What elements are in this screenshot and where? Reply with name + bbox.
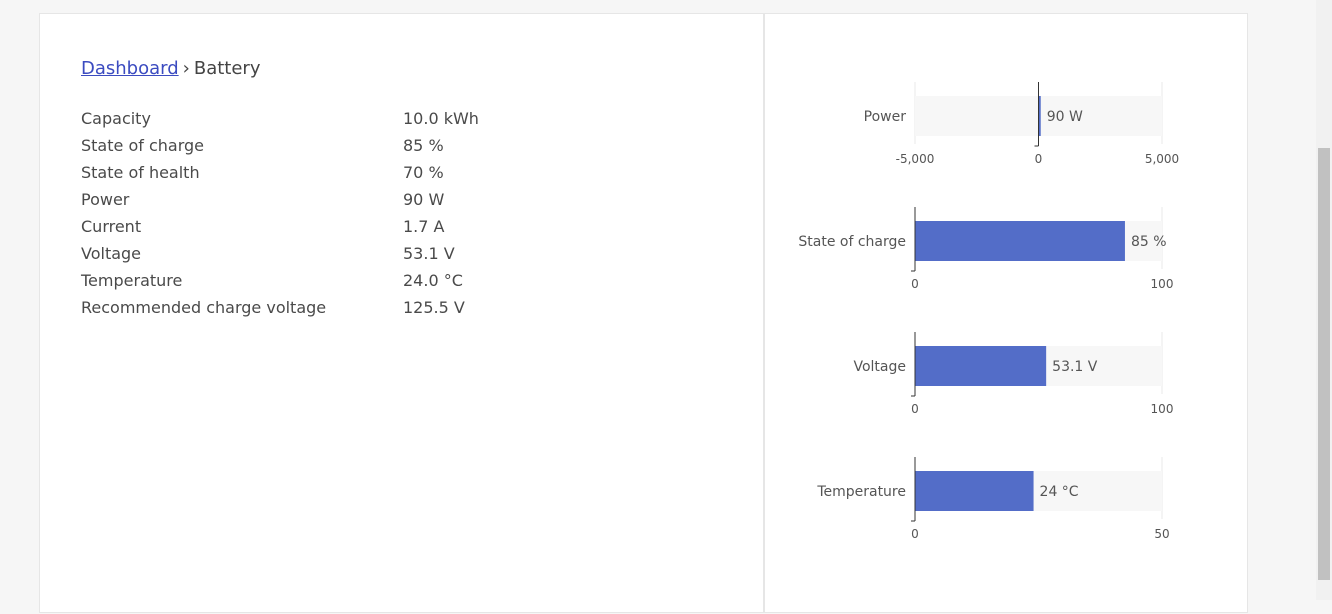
property-value: 70 %	[403, 163, 444, 182]
property-value: 24.0 °C	[403, 271, 463, 290]
bar-power	[1038, 96, 1041, 136]
property-value: 10.0 kWh	[403, 109, 479, 128]
property-row: Capacity 10.0 kWh	[81, 107, 721, 134]
charts-panel: Power 90 W -5,000 0 5,000 State of charge 85 %…	[764, 13, 1248, 613]
breadcrumb-dashboard-link[interactable]: Dashboard	[81, 58, 179, 79]
property-row: Temperature 24.0 °C	[81, 269, 721, 296]
property-label: Recommended charge voltage	[81, 298, 327, 317]
property-row: Current 1.7 A	[81, 215, 721, 242]
tick-label: 0	[1035, 152, 1043, 166]
tick-label: 100	[1151, 402, 1174, 416]
tick-label: 100	[1151, 277, 1174, 291]
property-row: State of health 70 %	[81, 161, 721, 188]
property-label: State of health	[81, 163, 200, 182]
bar-temperature	[915, 471, 1034, 511]
property-row: State of charge 85 %	[81, 134, 721, 161]
value-label: 53.1 V	[1052, 359, 1098, 375]
page-scrollbar[interactable]	[1316, 0, 1332, 600]
property-row: Power 90 W	[81, 188, 721, 215]
value-label: 85 %	[1131, 234, 1167, 250]
bar-state-of-charge	[915, 221, 1125, 261]
property-value: 90 W	[403, 190, 445, 209]
tick-label: -5,000	[896, 152, 935, 166]
breadcrumb-current: Battery	[193, 58, 261, 79]
property-row: Recommended charge voltage 125.5 V	[81, 296, 721, 323]
property-value: 53.1 V	[403, 244, 455, 263]
tick-label: 5,000	[1145, 152, 1179, 166]
property-label: Temperature	[81, 271, 183, 290]
property-value: 85 %	[403, 136, 444, 155]
property-value: 125.5 V	[403, 298, 465, 317]
value-label: 90 W	[1047, 109, 1083, 125]
value-label: 24 °C	[1040, 484, 1079, 500]
tick-label: 50	[1154, 527, 1169, 541]
property-label: Capacity	[81, 109, 151, 128]
property-value: 1.7 A	[403, 217, 445, 236]
category-label: State of charge	[798, 234, 906, 250]
tick-label: 0	[911, 527, 919, 541]
breadcrumb: Dashboard › Battery	[81, 58, 260, 79]
property-label: Power	[81, 190, 130, 209]
bar-voltage	[915, 346, 1047, 386]
breadcrumb-separator: ›	[182, 58, 190, 79]
property-label: State of charge	[81, 136, 204, 155]
properties-list: Capacity 10.0 kWh State of charge 85 % Sta…	[81, 107, 721, 323]
property-label: Voltage	[81, 244, 142, 263]
details-panel: Dashboard › Battery Capacity 10.0 kWh State…	[39, 13, 764, 613]
tick-label: 0	[911, 402, 919, 416]
property-label: Current	[81, 217, 142, 236]
category-label: Voltage	[853, 359, 906, 375]
bar-gauges-chart: Power 90 W -5,000 0 5,000 State of charge 85 %…	[798, 82, 1179, 541]
property-row: Voltage 53.1 V	[81, 242, 721, 269]
tick-label: 0	[911, 277, 919, 291]
category-label: Temperature	[816, 484, 906, 500]
category-label: Power	[864, 109, 907, 125]
scrollbar-thumb[interactable]	[1318, 148, 1330, 580]
